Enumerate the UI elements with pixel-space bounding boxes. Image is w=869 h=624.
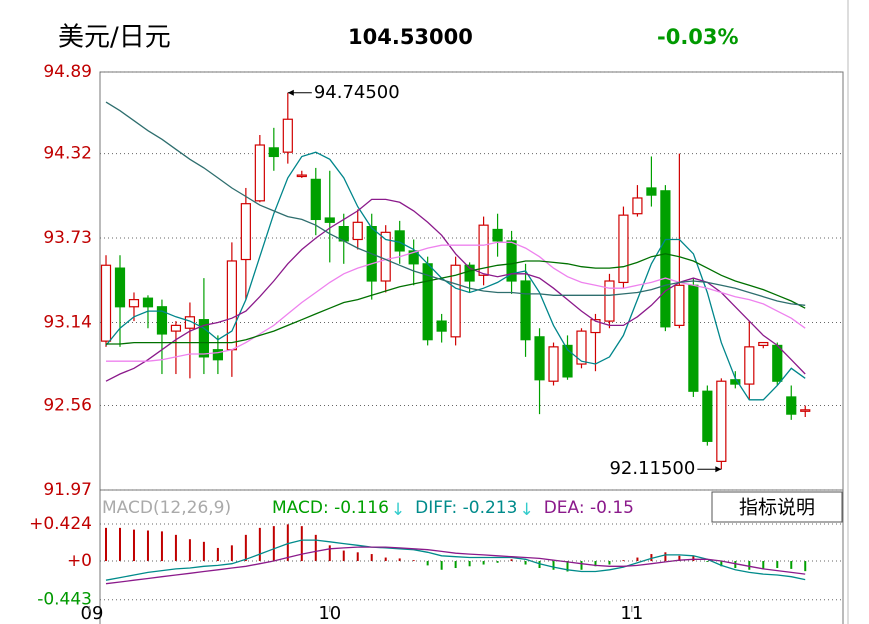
candle-body xyxy=(534,336,545,381)
moving-average xyxy=(106,253,806,345)
candle-body xyxy=(604,280,615,322)
candle-body xyxy=(758,341,769,347)
x-tick-label: 11 xyxy=(620,603,643,624)
candle-body xyxy=(296,174,307,178)
button[interactable] xyxy=(711,491,843,523)
legend-entry: DIFF: -0.213 xyxy=(415,498,517,518)
macd-line xyxy=(105,546,806,585)
y-tick-label: 94.89 xyxy=(43,62,92,82)
candle-body xyxy=(744,346,755,385)
candle-body xyxy=(100,264,112,342)
candle-body xyxy=(548,346,559,382)
candle-body xyxy=(772,344,783,382)
y-tick-label: 91.97 xyxy=(43,480,92,500)
candle-body xyxy=(716,380,727,462)
candles xyxy=(100,92,811,470)
candle-body xyxy=(394,230,405,252)
legend-arrow: ↓ xyxy=(519,500,533,520)
x-tick-label: 10 xyxy=(318,603,341,624)
annotation-label: 94.74500 xyxy=(314,82,400,103)
y-tick-label: 93.14 xyxy=(43,313,92,333)
legend-entry: MACD: -0.116 xyxy=(272,498,389,518)
candle-body xyxy=(660,190,671,328)
x-tick-label: 09 xyxy=(81,603,104,624)
candle-body xyxy=(520,280,531,341)
candle-body xyxy=(436,320,447,332)
candle-body xyxy=(268,147,279,158)
candle-body xyxy=(352,221,363,241)
candle-body xyxy=(450,264,461,338)
candle-body xyxy=(562,344,573,378)
moving-average xyxy=(106,241,806,362)
candle-body xyxy=(114,267,126,308)
moving-average xyxy=(105,198,806,382)
candle-body xyxy=(688,284,699,392)
candle-body xyxy=(492,228,503,242)
candle-body xyxy=(212,349,223,361)
candle-body xyxy=(254,144,265,202)
candle-body xyxy=(408,250,419,265)
indicator-name: MACD(12,26,9) xyxy=(102,498,231,518)
candle-body xyxy=(730,379,741,385)
y-tick-label: 94.32 xyxy=(43,144,92,164)
candle-body xyxy=(674,284,685,326)
button-label: 指标说明 xyxy=(739,497,815,519)
candle-body xyxy=(128,299,140,308)
moving-average xyxy=(105,101,806,306)
chart-title: 美元/日元 xyxy=(58,23,171,53)
y-tick-label: +0 xyxy=(67,551,92,571)
annotation-arrowhead xyxy=(287,89,294,96)
candle-body xyxy=(310,178,321,221)
candle-body xyxy=(590,319,601,334)
change: -0.03% xyxy=(657,25,739,49)
candle-body xyxy=(464,264,475,282)
y-tick-label: 93.73 xyxy=(43,228,92,248)
moving-average xyxy=(105,151,806,401)
candle-body xyxy=(170,324,182,332)
macd-line xyxy=(105,539,806,581)
candle-body xyxy=(478,224,489,276)
price: 104.53000 xyxy=(348,25,473,49)
y-tick-label: 92.56 xyxy=(43,396,92,416)
candle-body xyxy=(576,330,587,365)
candle-body xyxy=(506,240,517,282)
candle-body xyxy=(618,214,629,284)
candle-body xyxy=(184,316,196,329)
annotation-arrowhead xyxy=(715,466,722,473)
macd-plot xyxy=(105,524,807,585)
candle-body xyxy=(632,197,643,215)
candle-body xyxy=(142,297,154,308)
legend-arrow: ↓ xyxy=(391,500,405,520)
macd-panel xyxy=(99,489,844,624)
legend-entry: DEA: -0.15 xyxy=(544,498,634,518)
candle-body xyxy=(226,260,237,351)
candle-body xyxy=(282,118,293,153)
candle-body xyxy=(646,187,657,196)
candle-body xyxy=(324,217,335,223)
y-tick-label: -0.443 xyxy=(37,590,92,610)
candle-body xyxy=(156,306,168,335)
candle-body xyxy=(198,319,210,358)
annotation-label: 92.11500 xyxy=(609,458,695,479)
candle-body xyxy=(786,396,797,415)
candle-body xyxy=(702,390,713,442)
candle-body xyxy=(380,231,391,282)
y-tick-label: +0.424 xyxy=(29,514,92,534)
candle-body xyxy=(240,203,251,261)
candle-body xyxy=(800,409,811,412)
